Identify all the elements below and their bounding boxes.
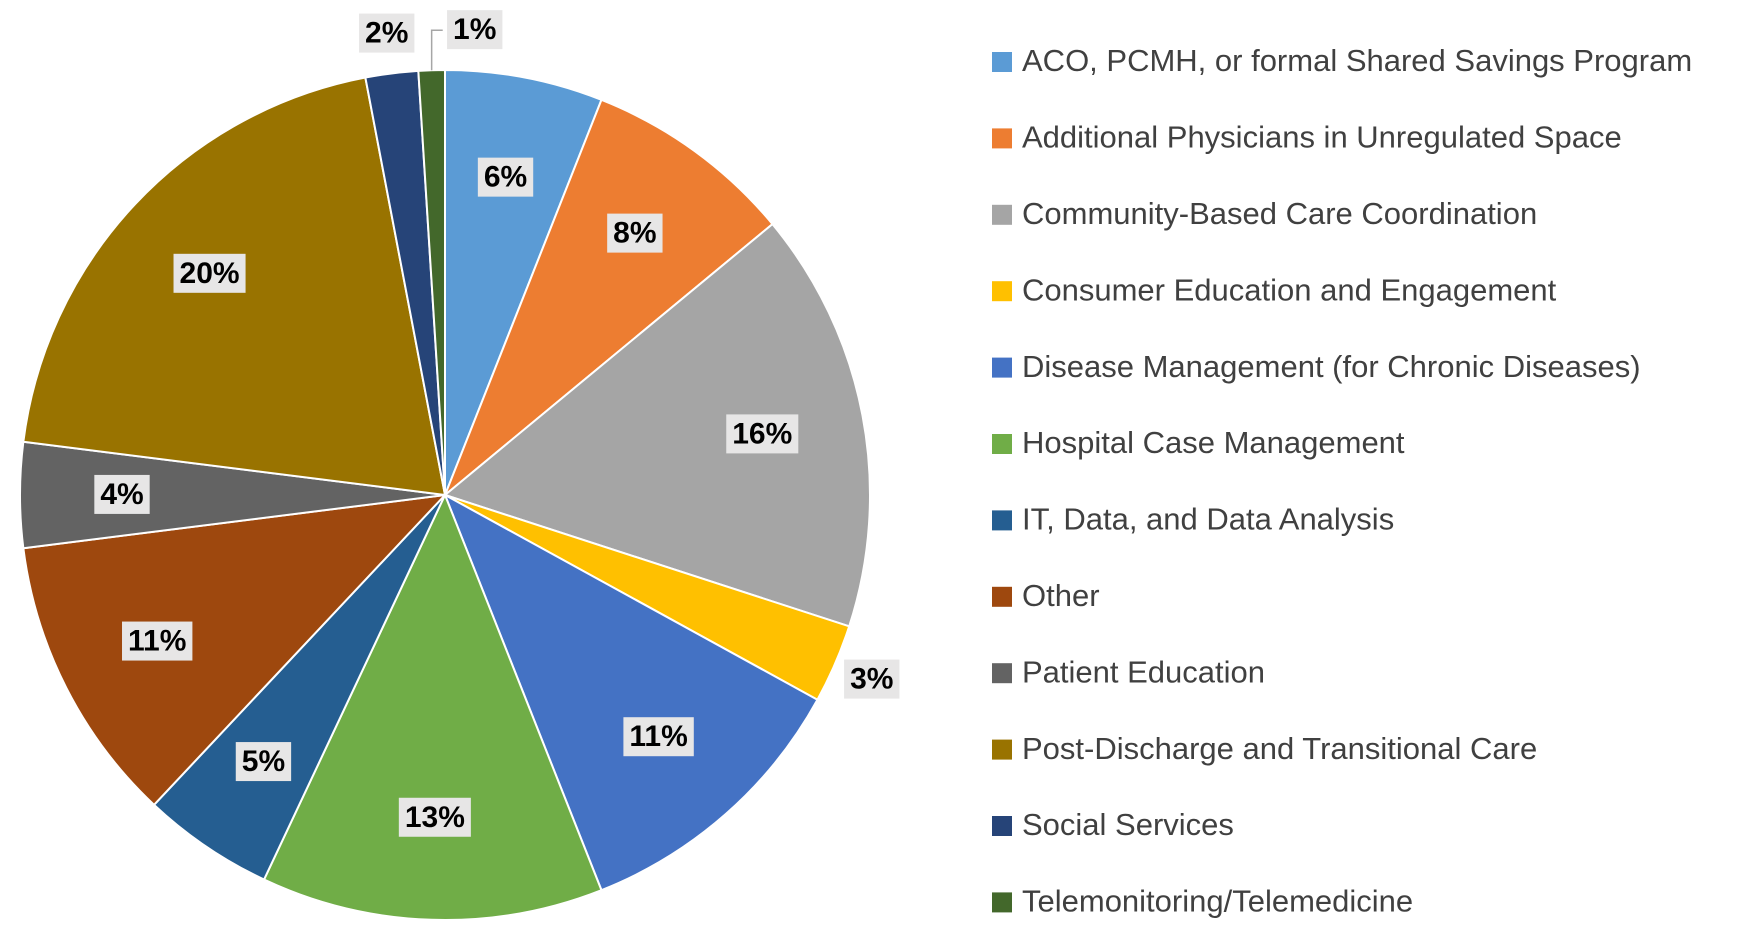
legend-swatch — [992, 510, 1012, 531]
data-label: 4% — [94, 474, 150, 514]
data-label-box — [398, 797, 471, 837]
legend-swatch — [992, 892, 1012, 913]
legend-swatch — [992, 204, 1012, 225]
legend-label: Social Services — [1022, 807, 1234, 842]
data-label-text: 6% — [484, 161, 527, 194]
legend-swatch — [992, 281, 1012, 302]
data-label: 11% — [122, 621, 193, 661]
data-label-box — [122, 621, 193, 661]
legend-label: Community-Based Care Coordination — [1022, 196, 1537, 231]
pie-slice — [444, 98, 774, 496]
legend-swatch — [992, 357, 1012, 378]
legend-swatch — [992, 816, 1012, 836]
data-label: 13% — [398, 797, 471, 837]
data-label-text: 16% — [732, 417, 792, 450]
pie-slice — [262, 492, 603, 921]
data-label-text: 4% — [100, 478, 143, 511]
data-label: 1% — [447, 10, 503, 50]
data-label-box — [447, 10, 503, 50]
data-label-box — [477, 157, 534, 197]
legend-label: Consumer Education and Engagement — [1022, 272, 1557, 307]
legend-label: ACO, PCMH, or formal Shared Savings Prog… — [1022, 43, 1692, 78]
data-label-text: 1% — [453, 13, 496, 46]
legend-swatch — [992, 52, 1012, 72]
data-label: 6% — [477, 157, 534, 197]
data-label-text: 20% — [180, 257, 240, 290]
legend-swatch — [992, 739, 1012, 760]
data-label-box — [623, 717, 694, 757]
legend-label: Post-Discharge and Transitional Care — [1022, 731, 1537, 766]
data-label-text: 11% — [629, 720, 687, 753]
legend-swatch — [992, 128, 1012, 149]
legend-label: Disease Management (for Chronic Diseases… — [1022, 349, 1641, 384]
pie-slice — [443, 492, 819, 892]
data-label-box — [235, 742, 292, 782]
pie-slice — [22, 493, 448, 807]
data-label-box — [94, 474, 150, 514]
legend-swatch — [992, 586, 1012, 607]
data-label-text: 3% — [850, 663, 893, 696]
data-label-box — [726, 414, 799, 454]
legend-label: IT, Data, and Data Analysis — [1022, 502, 1394, 537]
data-label: 8% — [607, 213, 663, 253]
data-label: 11% — [623, 717, 694, 757]
pie-slice — [442, 222, 871, 628]
data-label-text: 8% — [613, 217, 656, 250]
data-label: 5% — [235, 742, 292, 782]
leader-line — [430, 29, 443, 71]
data-label-text: 11% — [128, 625, 186, 658]
data-label: 20% — [173, 253, 246, 293]
data-label-box — [844, 659, 900, 699]
legend-label: Patient Education — [1022, 654, 1265, 689]
data-label: 16% — [726, 414, 799, 454]
data-label-box — [173, 253, 246, 293]
legend-label: Additional Physicians in Unregulated Spa… — [1022, 120, 1622, 155]
data-label-text: 5% — [242, 745, 285, 778]
legend-swatch — [992, 434, 1012, 454]
data-label-box — [607, 213, 663, 253]
data-label-text: 2% — [365, 17, 408, 50]
legend-label: Hospital Case Management — [1022, 425, 1405, 460]
legend-label: Other — [1022, 578, 1100, 613]
legend-swatch — [992, 663, 1012, 684]
data-label: 3% — [844, 659, 900, 699]
data-label: 2% — [359, 13, 415, 53]
legend-label: Telemonitoring/Telemedicine — [1022, 884, 1413, 919]
data-label-text: 13% — [405, 801, 465, 834]
data-label-box — [359, 13, 415, 53]
